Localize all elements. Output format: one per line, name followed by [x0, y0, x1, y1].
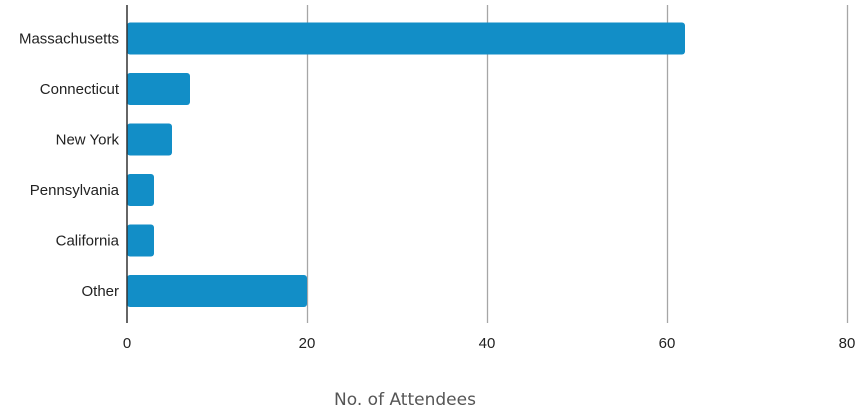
bar-pennsylvania [127, 174, 154, 206]
bar-other [127, 275, 307, 307]
x-tick-label: 0 [123, 335, 131, 352]
bar-california [127, 224, 154, 257]
category-label: Pennsylvania [30, 182, 120, 199]
x-tick-label: 40 [479, 335, 496, 352]
x-axis-title: No. of Attendees [334, 390, 476, 410]
category-label: Connecticut [40, 81, 120, 98]
gridlines [306, 5, 849, 323]
bar-new-york [127, 123, 172, 156]
category-labels: Massachusetts Connecticut New York Pennsylv… [19, 31, 120, 301]
category-label: Massachusetts [19, 31, 119, 48]
x-tick-label: 80 [839, 335, 856, 352]
x-tick-labels: 0 20 40 60 80 [123, 335, 856, 352]
category-label: New York [56, 132, 120, 149]
category-label: California [56, 233, 120, 250]
bar-massachusetts [127, 22, 685, 55]
bars [127, 22, 685, 307]
bar-connecticut [127, 73, 190, 105]
x-tick-label: 20 [299, 335, 316, 352]
category-label: Other [81, 283, 119, 300]
x-tick-label: 60 [659, 335, 676, 352]
